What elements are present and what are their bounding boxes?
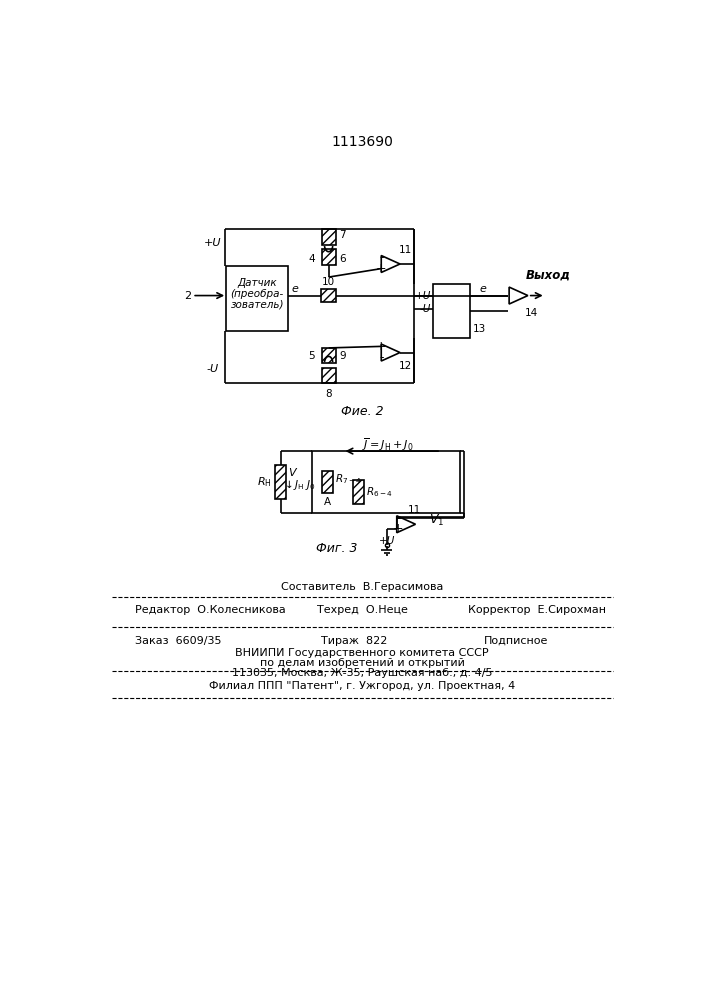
Text: +U: +U (414, 291, 431, 301)
Text: e: e (480, 284, 486, 294)
Text: по делам изобретений и открытий: по делам изобретений и открытий (259, 658, 464, 668)
Text: Тираж  822: Тираж 822 (321, 636, 387, 646)
Text: $\downarrow J_{\rm H}\ J_0$: $\downarrow J_{\rm H}\ J_0$ (282, 478, 316, 492)
Bar (312, 451, 460, 513)
Text: 11: 11 (408, 505, 421, 515)
Polygon shape (381, 344, 400, 361)
Text: 12: 12 (398, 361, 411, 371)
Text: V: V (288, 468, 296, 478)
Text: 13: 13 (473, 324, 486, 334)
Text: +: + (376, 340, 387, 353)
Text: 1113690: 1113690 (331, 135, 393, 149)
Text: +: + (376, 262, 387, 275)
Bar (322, 471, 332, 493)
Text: -: - (379, 351, 384, 364)
Text: 7: 7 (339, 231, 346, 240)
Text: Составитель  В.Герасимова: Составитель В.Герасимова (281, 582, 443, 592)
Polygon shape (381, 256, 400, 272)
Text: 11: 11 (398, 245, 411, 255)
Text: 4: 4 (308, 254, 315, 264)
Text: 5: 5 (308, 351, 315, 361)
Text: Датчик: Датчик (238, 278, 277, 288)
Polygon shape (397, 516, 416, 533)
Bar (353, 480, 363, 504)
Text: Филиал ППП "Патент", г. Ужгород, ул. Проектная, 4: Филиал ППП "Патент", г. Ужгород, ул. Про… (209, 681, 515, 691)
Text: -: - (379, 251, 384, 264)
Text: +: + (393, 522, 404, 535)
Bar (433, 284, 470, 338)
Text: Выход: Выход (526, 269, 571, 282)
Text: e: e (291, 284, 298, 294)
Text: $\overline{J}=J_{\rm H}+J_0$: $\overline{J}=J_{\rm H}+J_0$ (362, 437, 414, 453)
Bar (321, 289, 337, 302)
Text: (преобра-: (преобра- (230, 289, 284, 299)
Text: +U: +U (379, 536, 395, 546)
Bar (275, 465, 286, 499)
Bar (322, 229, 336, 245)
Text: -: - (396, 512, 401, 525)
Text: 9: 9 (339, 351, 346, 361)
Text: зователь): зователь) (230, 300, 284, 310)
Text: Заказ  6609/35: Заказ 6609/35 (135, 636, 221, 646)
Text: A: A (324, 497, 331, 507)
Bar (322, 368, 336, 383)
Text: $R_{6-4}$: $R_{6-4}$ (366, 485, 393, 499)
Bar (322, 348, 336, 363)
Text: 2: 2 (185, 291, 192, 301)
Text: 8: 8 (325, 389, 332, 399)
Text: 10: 10 (322, 277, 335, 287)
Bar (322, 249, 336, 265)
Text: $R_{\rm H}$: $R_{\rm H}$ (257, 475, 271, 489)
Bar (226, 266, 288, 331)
Text: Редактор  О.Колесникова: Редактор О.Колесникова (135, 605, 286, 615)
Text: -U: -U (206, 364, 218, 374)
Text: 113035, Москва, Ж-35, Раушская наб., д. 4/5: 113035, Москва, Ж-35, Раушская наб., д. … (232, 668, 492, 678)
Text: Техред  О.Неце: Техред О.Неце (317, 605, 408, 615)
Text: 14: 14 (525, 308, 538, 318)
Text: $R_{7-4}$: $R_{7-4}$ (335, 472, 362, 486)
Text: $V_1$: $V_1$ (429, 513, 445, 528)
Text: 6: 6 (339, 254, 346, 264)
Text: +U: +U (204, 238, 221, 248)
Text: Корректор  Е.Сирохман: Корректор Е.Сирохман (468, 605, 606, 615)
Polygon shape (509, 287, 528, 304)
Text: ВНИИПИ Государственного комитета СССР: ВНИИПИ Государственного комитета СССР (235, 648, 489, 658)
Text: Фиг. 3: Фиг. 3 (315, 542, 357, 555)
Text: -U: -U (419, 304, 431, 314)
Text: Фие. 2: Фие. 2 (341, 405, 383, 418)
Text: Подписное: Подписное (484, 636, 548, 646)
